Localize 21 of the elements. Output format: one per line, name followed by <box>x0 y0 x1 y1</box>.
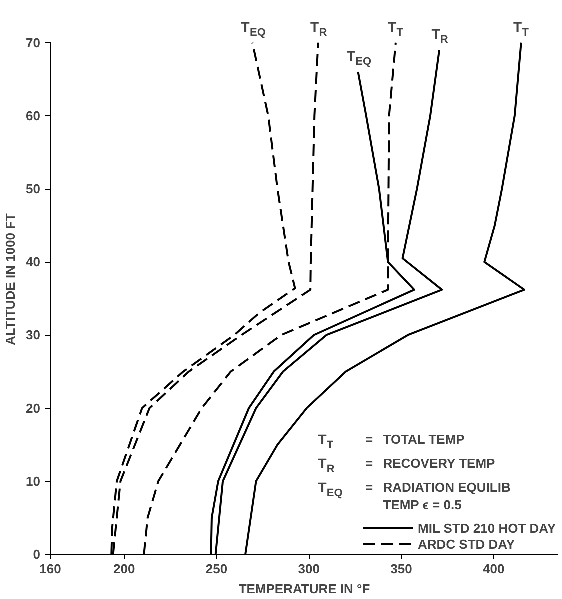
x-tick-label: 300 <box>298 562 320 576</box>
legend-label: ARDC STD DAY <box>418 536 516 552</box>
y-tick-label: 40 <box>26 254 41 270</box>
y-tick-label: 0 <box>33 547 41 562</box>
text: = RECOVERY TEMP <box>365 456 496 471</box>
text: = RADIATION EQUILIB TEMP ϵ = 0.5 <box>365 480 511 512</box>
y-tick-label: 10 <box>26 474 41 489</box>
y-axis-title: ALTITUDE IN 1000 FT <box>3 213 18 346</box>
y-tick-label: 60 <box>26 108 41 124</box>
x-tick-label: 400 <box>483 562 505 576</box>
legend-label: MIL STD 210 HOT DAY <box>418 520 556 536</box>
text: = TOTAL TEMP <box>365 432 465 447</box>
x-tick-label: 350 <box>390 562 412 576</box>
x-tick-label: 250 <box>206 562 228 576</box>
y-tick-label: 50 <box>26 182 41 197</box>
x-axis-title: TEMPERATURE IN °F <box>238 582 370 596</box>
y-tick-label: 30 <box>26 328 41 343</box>
y-tick-label: 20 <box>26 400 41 416</box>
y-tick-label: 70 <box>26 35 41 50</box>
x-tick-label: 200 <box>114 562 136 576</box>
x-tick-label: 160 <box>40 562 62 576</box>
